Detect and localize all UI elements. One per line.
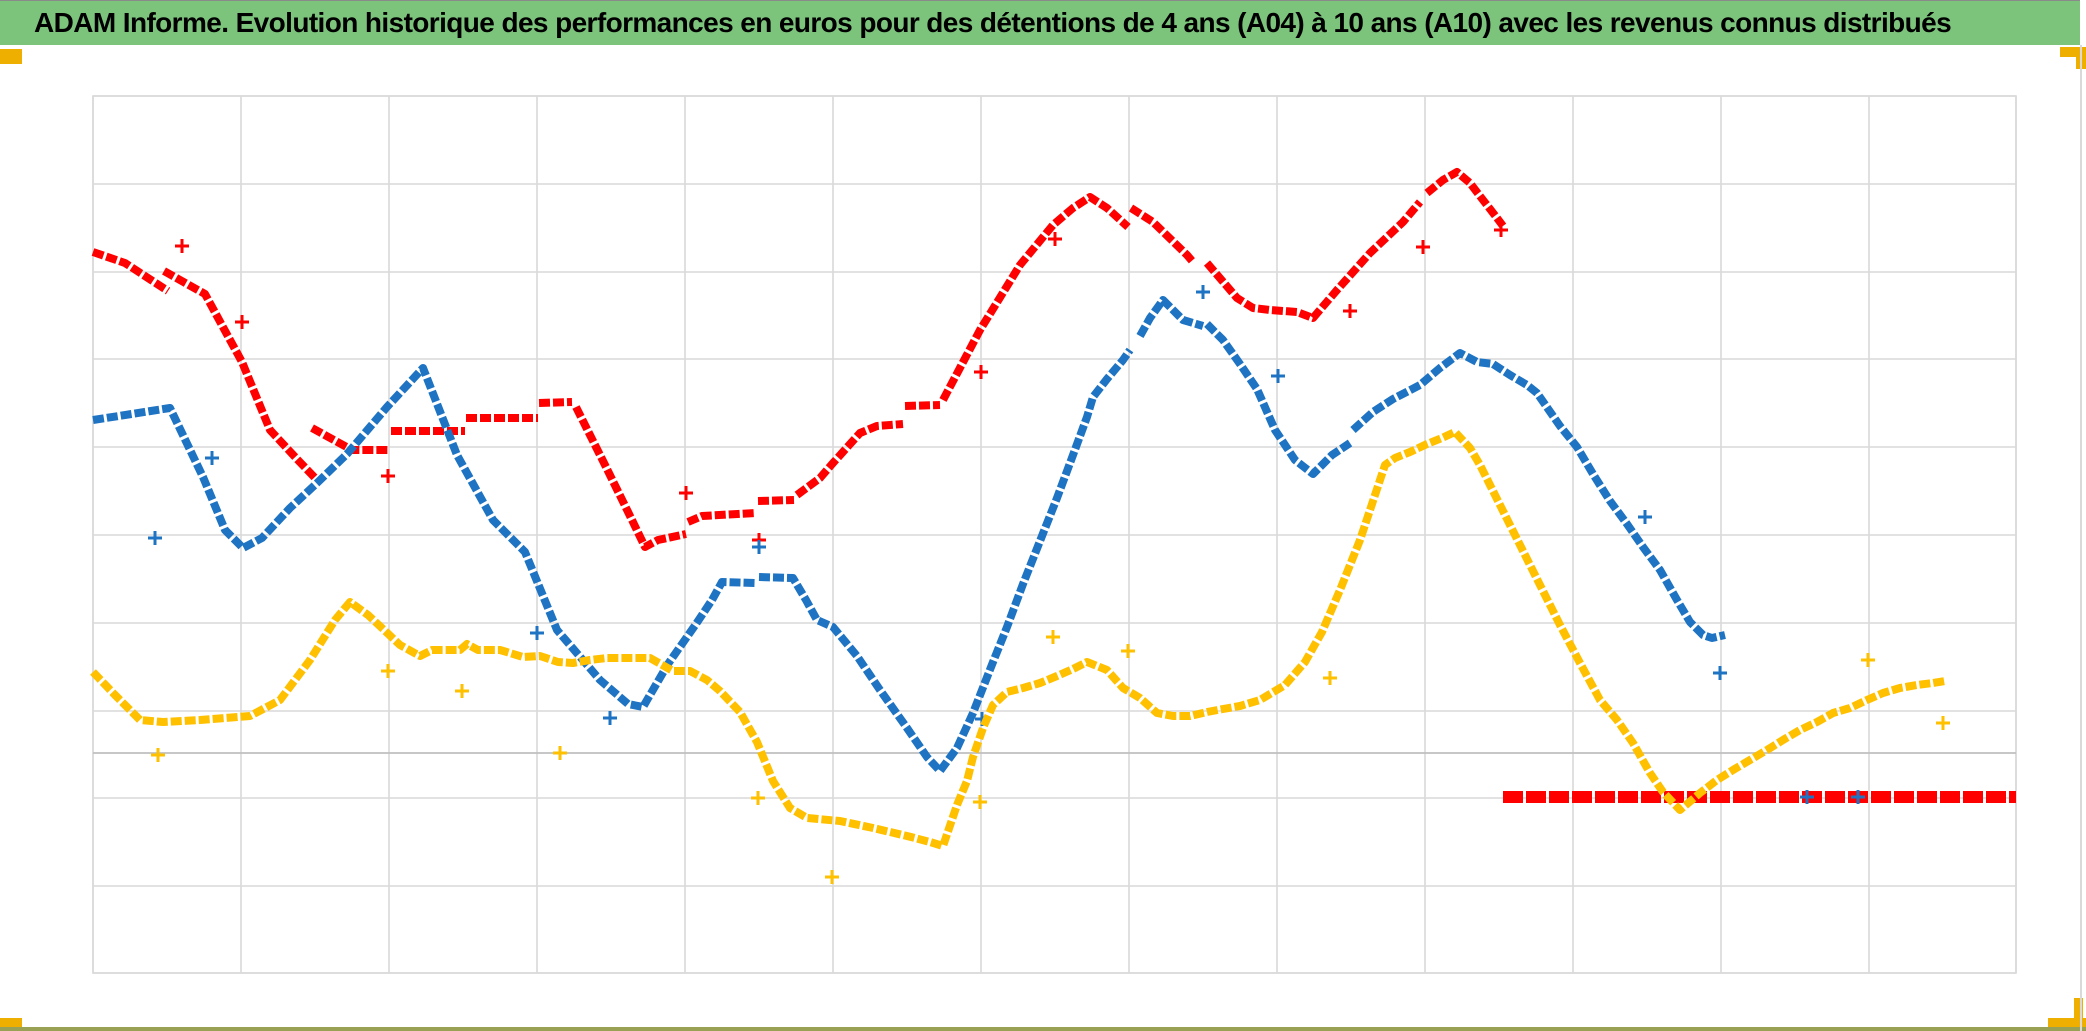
- right-edge-border: [2080, 45, 2082, 1031]
- selection-handle-bottom-right-arm[interactable]: [2074, 998, 2083, 1028]
- chart-title-bar: ADAM Informe. Evolution historique des p…: [0, 0, 2080, 45]
- chart-title: ADAM Informe. Evolution historique des p…: [34, 7, 1952, 38]
- selection-handle-top-left[interactable]: [0, 49, 22, 64]
- selection-handle-top-right[interactable]: [2060, 47, 2086, 57]
- bottom-edge-bar: [0, 1027, 2086, 1031]
